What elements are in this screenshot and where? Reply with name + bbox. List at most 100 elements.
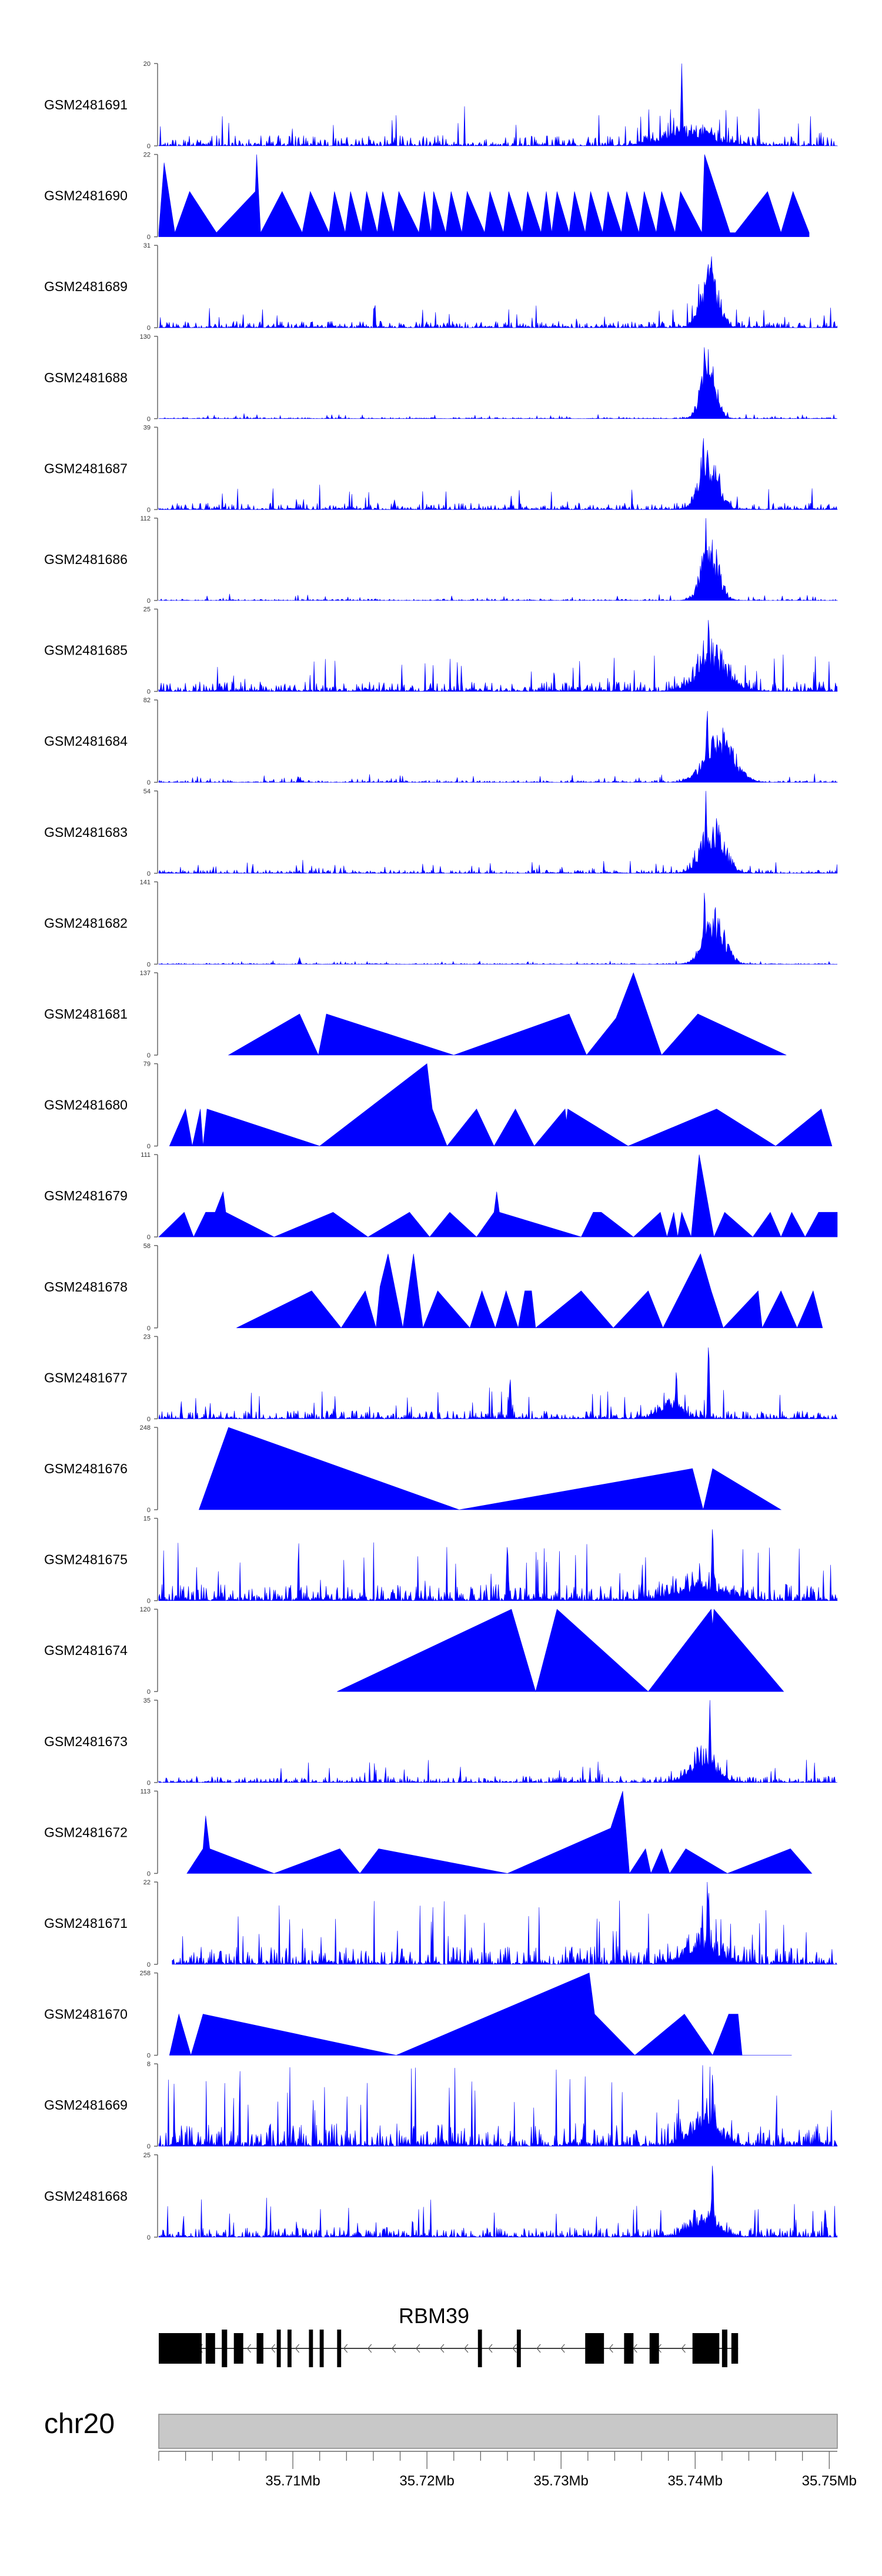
track-GSM2481676: GSM2481676 248 0 [44, 1424, 782, 1514]
track-coverage-area [172, 1881, 838, 1966]
track-label: GSM2481670 [44, 2007, 128, 2022]
track-coverage-area [158, 1700, 837, 1783]
x-axis-tick-label: 35.75Mb [802, 2473, 857, 2489]
gene-label: RBM39 [399, 2304, 469, 2328]
track-ymin-label: 0 [147, 1507, 151, 1514]
gene-exon [319, 2330, 324, 2367]
track-label: GSM2481674 [44, 1643, 128, 1658]
track-ymin-label: 0 [147, 234, 151, 241]
track-GSM2481681: GSM2481681 137 0 [44, 970, 787, 1059]
track-label: GSM2481678 [44, 1279, 128, 1294]
track-coverage-area [158, 2065, 838, 2147]
track-ymin-label: 0 [147, 2143, 151, 2150]
gene-exon [692, 2333, 720, 2364]
track-ymax-label: 82 [143, 697, 151, 704]
track-coverage-area [158, 1154, 838, 1238]
track-ymin-label: 0 [147, 1598, 151, 1605]
gene-exon [287, 2330, 292, 2367]
track-coverage-area [158, 438, 838, 510]
track-GSM2481680: GSM2481680 79 0 [44, 1061, 833, 1150]
track-ymin-label: 0 [147, 1234, 151, 1241]
gene-exon [516, 2330, 521, 2367]
track-label: GSM2481672 [44, 1824, 128, 1840]
track-ymax-label: 22 [143, 1879, 151, 1886]
track-label: GSM2481680 [44, 1097, 128, 1113]
track-ymax-label: 31 [143, 242, 151, 249]
track-coverage-area [158, 347, 837, 419]
track-ymax-label: 113 [140, 1788, 151, 1795]
track-ymax-label: 22 [143, 152, 151, 159]
track-GSM2481685: GSM2481685 25 0 [44, 606, 838, 696]
track-label: GSM2481675 [44, 1552, 128, 1567]
ideogram-band [158, 2414, 838, 2449]
gene-exon [276, 2330, 281, 2367]
track-ymin-label: 0 [147, 416, 151, 423]
track-ymin-label: 0 [147, 325, 151, 332]
track-ymax-label: 25 [143, 2152, 151, 2159]
track-ymin-label: 0 [147, 2053, 151, 2060]
track-coverage-area [158, 710, 838, 783]
track-GSM2481677: GSM2481677 23 0 [44, 1333, 838, 1423]
track-ymax-label: 79 [143, 1061, 151, 1068]
track-ymax-label: 8 [147, 2061, 151, 2068]
track-GSM2481669: GSM2481669 8 0 [44, 2061, 838, 2150]
gene-model-track: RBM39 [159, 2304, 739, 2367]
track-GSM2481690: GSM2481690 22 0 [44, 152, 810, 241]
track-coverage-area [186, 1791, 813, 1874]
track-GSM2481668: GSM2481668 25 0 [44, 2152, 838, 2241]
track-GSM2481686: GSM2481686 112 0 [44, 515, 838, 605]
gene-exon [205, 2333, 215, 2364]
track-ymin-label: 0 [147, 1689, 151, 1696]
track-ymin-label: 0 [147, 1416, 151, 1423]
strand-arrow [246, 2344, 251, 2353]
genome-axis: 35.71Mb 35.72Mb 35.73Mb 35.74Mb 35.75Mb [158, 2451, 857, 2489]
x-axis-tick-label: 35.72Mb [399, 2473, 454, 2489]
gene-exon [256, 2333, 263, 2364]
track-GSM2481691: GSM2481691 20 0 [44, 61, 838, 150]
gene-exon [159, 2333, 202, 2364]
track-ymin-label: 0 [147, 143, 151, 150]
chromosome-ideogram: chr20 [44, 2408, 838, 2449]
data-tracks: GSM2481691200GSM2481690220GSM2481689310G… [44, 61, 838, 2241]
track-ymax-label: 111 [141, 1152, 151, 1159]
strand-arrow [609, 2344, 613, 2353]
track-GSM2481683: GSM2481683 54 0 [44, 788, 838, 877]
track-coverage-area [158, 620, 838, 692]
gene-exon [337, 2330, 342, 2367]
track-ymax-label: 258 [140, 1970, 151, 1977]
track-coverage-area [158, 154, 810, 237]
track-label: GSM2481668 [44, 2188, 128, 2204]
track-ymax-label: 141 [140, 879, 151, 886]
track-ymin-label: 0 [147, 1961, 151, 1968]
track-ymin-label: 0 [147, 598, 151, 605]
track-ymin-label: 0 [147, 1780, 151, 1787]
track-GSM2481689: GSM2481689 31 0 [44, 242, 838, 332]
track-label: GSM2481684 [44, 733, 128, 749]
track-ymax-label: 15 [143, 1516, 151, 1523]
track-ymin-label: 0 [147, 1325, 151, 1332]
track-coverage-area [169, 1973, 792, 2056]
track-coverage-area [158, 63, 838, 147]
track-label: GSM2481689 [44, 279, 128, 294]
strand-arrow [681, 2344, 686, 2353]
strand-arrow [464, 2344, 469, 2353]
track-coverage-area [158, 256, 838, 329]
track-label: GSM2481669 [44, 2097, 128, 2113]
track-label: GSM2481690 [44, 188, 128, 203]
track-coverage-area [337, 1609, 784, 1693]
track-ymin-label: 0 [147, 1870, 151, 1877]
track-ymax-label: 35 [143, 1697, 151, 1704]
gene-exon [477, 2330, 482, 2367]
gene-exon [309, 2330, 313, 2367]
track-ymax-label: 20 [143, 61, 151, 68]
strand-arrow [488, 2344, 493, 2353]
track-coverage-area [158, 790, 838, 874]
track-ymax-label: 54 [143, 788, 151, 795]
track-coverage-area [169, 1063, 833, 1147]
track-label: GSM2481676 [44, 1461, 128, 1476]
track-ymin-label: 0 [147, 779, 151, 786]
track-GSM2481688: GSM2481688 130 0 [44, 333, 837, 423]
gene-exon [222, 2330, 228, 2367]
strand-arrow [270, 2344, 276, 2353]
gene-exon [624, 2333, 634, 2364]
